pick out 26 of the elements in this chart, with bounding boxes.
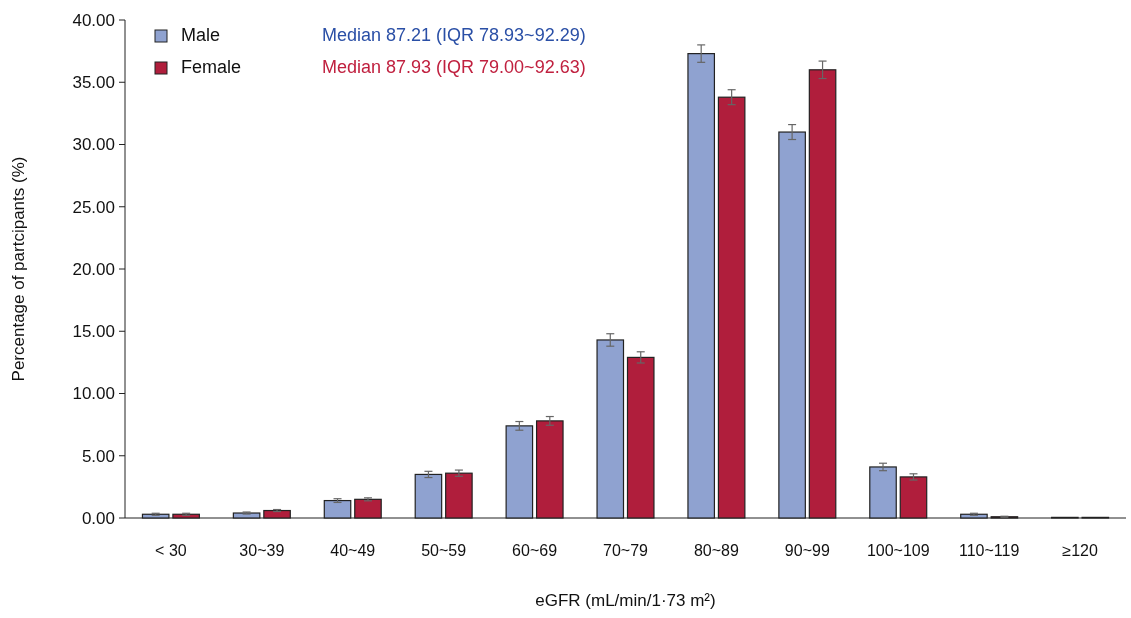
annotation: Median 87.21 (IQR 78.93~92.29) [322,25,586,45]
y-tick-label: 35.00 [72,73,115,93]
y-tick-label: 0.00 [81,508,115,528]
x-tick-label: 30~39 [239,542,285,559]
y-tick-label: 30.00 [72,135,115,155]
y-axis-title: Percentage of partcipants (%) [9,156,28,382]
x-tick-label: < 30 [155,542,187,559]
y-tick-label: 40.00 [72,10,115,30]
legend-label: Female [181,57,242,77]
x-tick-label: 100~109 [866,542,930,559]
y-tick-label: 15.00 [72,322,115,342]
annotation: Median 87.93 (IQR 79.00~92.63) [322,57,586,77]
y-tick-label: 25.00 [72,197,115,217]
x-tick-label: 90~99 [784,542,830,559]
y-tick-label: 10.00 [72,384,115,404]
x-tick-label: 70~79 [603,542,649,559]
x-tick-label: 80~89 [693,542,739,559]
x-tick-label: ≥120 [1062,542,1098,559]
legend-label: Male [181,25,221,45]
x-tick-label: 60~69 [512,542,558,559]
x-tick-label: 110~119 [958,542,1020,559]
x-axis-title: eGFR (mL/min/1·73 m²) [535,591,716,610]
y-tick-label: 20.00 [72,259,115,279]
x-tick-label: 40~49 [330,542,376,559]
x-tick-label: 50~59 [421,542,467,559]
y-tick-label: 5.00 [81,446,115,466]
